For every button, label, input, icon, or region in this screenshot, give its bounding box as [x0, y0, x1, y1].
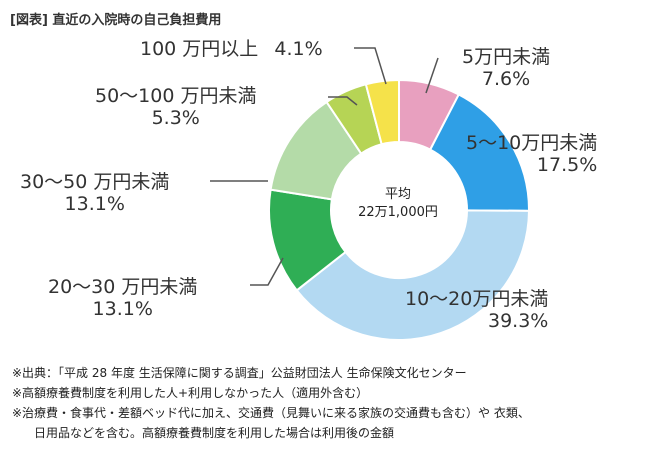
- slice-label-4: 30～50 万円未満 13.1%: [20, 171, 169, 215]
- leader-line-3: [250, 257, 284, 286]
- slice-label-pct-5: 5.3%: [151, 107, 200, 129]
- center-label: 平均 22万1,000円: [318, 186, 478, 222]
- leader-line-4: [354, 47, 387, 85]
- slice-label-5: 50～100 万円未満 5.3%: [95, 85, 256, 129]
- slice-1: [428, 93, 530, 212]
- slice-6: [364, 78, 400, 146]
- center-label-average: 22万1,000円: [358, 205, 438, 220]
- slice-label-6: 100 万円以上 4.1%: [140, 38, 323, 60]
- leader-line-1: [328, 96, 358, 106]
- slice-label-pct-1: 17.5%: [536, 154, 598, 176]
- footnotes: ※出典：「平成 28 年度 生活保障に関する調査」公益財団法人 生命保険文化セン…: [12, 363, 530, 443]
- slice-label-name-2: 10～20万円未満: [405, 288, 549, 310]
- footnote-scope: ※高額療養費制度を利用した人+利用しなかった人（適用外含む）: [12, 386, 369, 400]
- slice-label-name-0: 5万円未満: [462, 46, 551, 68]
- slice-label-pct-2: 39.3%: [488, 310, 549, 332]
- center-label-title: 平均: [384, 187, 411, 202]
- slice-label-name-5: 50～100 万円未満: [95, 85, 257, 107]
- slice-label-pct-0: 7.6%: [481, 68, 531, 90]
- slice-label-pct-4: 13.1%: [64, 193, 125, 215]
- slice-2: [295, 209, 531, 341]
- footnote-costs-cont: 日用品などを含む。高額療養費制度を利用した場合は利用後の金額: [34, 426, 395, 440]
- slice-label-0: 5万円未満 7.6%: [462, 46, 550, 90]
- slice-label-name-4: 30～50 万円未満: [20, 171, 170, 193]
- footnote-source: ※出典：「平成 28 年度 生活保障に関する調査」公益財団法人 生命保険文化セン…: [12, 366, 467, 380]
- footnote-costs: ※治療費・食事代・差額ベッド代に加え、交通費（見舞いに来る家族の交通費も含む）や…: [12, 406, 530, 420]
- slice-label-3: 20～30 万円未満 13.1%: [48, 276, 197, 320]
- leader-line-0: [425, 57, 439, 94]
- slice-label-pct-6: 4.1%: [274, 38, 323, 60]
- chart-header: [図表] 直近の入院時の自己負担費用: [10, 13, 222, 28]
- slice-label-name-3: 20～30 万円未満: [48, 276, 198, 298]
- slice-label-2: 10～20万円未満 39.3%: [405, 288, 548, 332]
- slice-label-name-1: 5～10万円未満: [466, 132, 598, 154]
- slice-label-name-6: 100 万円以上: [140, 38, 259, 60]
- slice-label-pct-3: 13.1%: [92, 298, 153, 320]
- slice-label-1: 5～10万円未満 17.5%: [466, 132, 597, 176]
